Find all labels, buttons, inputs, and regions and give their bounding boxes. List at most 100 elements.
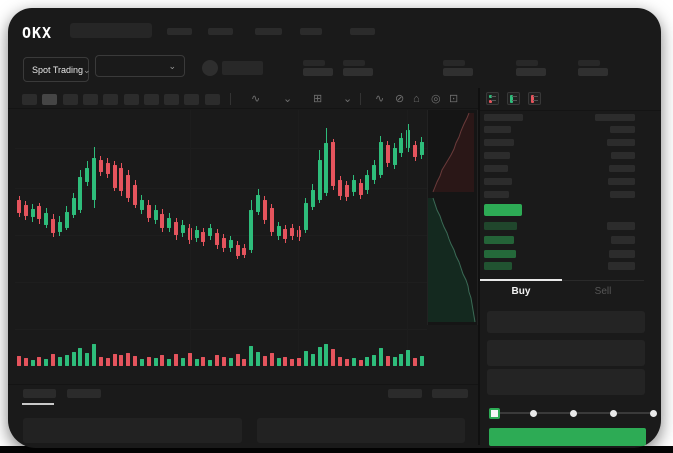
nav-item-3[interactable]	[255, 28, 282, 35]
tab-buy[interactable]: Buy	[511, 286, 531, 297]
volume-bar	[139, 359, 144, 366]
stat-value-5	[578, 68, 608, 76]
nav-item-2[interactable]	[208, 28, 233, 35]
fullscreen-icon[interactable]: ⊡	[449, 93, 459, 105]
candle-body	[167, 218, 172, 228]
nav-item-1[interactable]	[167, 28, 192, 35]
timeframe-button-1[interactable]	[22, 94, 37, 105]
timeframe-button-7[interactable]	[143, 94, 159, 105]
ask-price-placeholder	[484, 139, 514, 146]
timeframe-button-3[interactable]	[62, 94, 78, 105]
slider-handle[interactable]	[488, 408, 500, 419]
volume-bar	[331, 349, 336, 366]
ask-amount-placeholder	[610, 126, 635, 133]
candle-body	[378, 142, 383, 175]
orders-tab-2[interactable]	[67, 389, 101, 398]
camera-icon[interactable]: ⌂	[413, 93, 420, 105]
toggle-green-mark	[489, 95, 492, 98]
volume-bar	[112, 354, 117, 366]
tab-sell[interactable]: Sell	[594, 286, 612, 297]
volume-bar	[385, 356, 390, 366]
bid-price-placeholder	[484, 222, 517, 230]
candle-body	[105, 163, 110, 174]
slider-step-dot[interactable]	[530, 410, 538, 417]
buy-submit-button[interactable]	[489, 428, 646, 446]
chevron-down-icon[interactable]: ⌄	[283, 93, 293, 105]
timeframe-button-4[interactable]	[82, 94, 98, 105]
candle-body	[139, 200, 144, 210]
orders-tool-2[interactable]	[432, 389, 468, 398]
timeframe-button-10[interactable]	[204, 94, 220, 105]
volume-bar	[133, 356, 138, 366]
candle-body	[208, 228, 213, 236]
candle-body	[92, 158, 97, 200]
slider-step-dot[interactable]	[649, 410, 657, 417]
orderbook-col-price	[484, 114, 523, 121]
orderbook-sell-view-icon[interactable]	[528, 92, 541, 105]
toolbar-divider	[8, 108, 478, 109]
stat-label-3	[443, 60, 465, 66]
search-input[interactable]	[70, 23, 152, 38]
toggle-line	[512, 100, 517, 101]
timeframe-button-8[interactable]	[164, 94, 180, 105]
candle-body	[249, 210, 254, 250]
candle-body	[351, 180, 356, 192]
stat-value-2	[343, 68, 373, 76]
orders-tool-1[interactable]	[388, 389, 422, 398]
chart-bottom-divider	[8, 384, 478, 385]
ask-price-placeholder	[484, 178, 512, 185]
nav-item-5[interactable]	[350, 28, 375, 35]
stat-value-1	[303, 68, 333, 76]
indicators-icon[interactable]: ⊞	[313, 93, 323, 105]
candle-body	[64, 212, 69, 228]
candle-body	[85, 168, 90, 182]
orderbook-combined-view-icon[interactable]	[486, 92, 499, 105]
volume-bar	[64, 355, 69, 366]
slider-step-dot[interactable]	[609, 410, 617, 417]
timeframe-button-2[interactable]	[42, 94, 58, 105]
orders-tab-1[interactable]	[23, 389, 56, 398]
depth-chart[interactable]	[427, 110, 478, 325]
volume-bar	[310, 354, 315, 366]
timeframe-button-5[interactable]	[103, 94, 119, 105]
ask-price-placeholder	[484, 191, 509, 198]
order-form-field-2[interactable]	[487, 340, 645, 366]
candle-body	[365, 175, 370, 190]
market-type-selector[interactable]: Spot Trading ⌄	[23, 57, 91, 82]
trade-tabs-divider	[480, 280, 644, 281]
settings-icon[interactable]: ◎	[431, 93, 441, 105]
chevron-down-icon[interactable]: ⌄	[343, 93, 353, 105]
line-chart-icon[interactable]: ∿	[375, 93, 385, 105]
draw-icon[interactable]: ⊘	[395, 93, 405, 105]
volume-bar	[365, 357, 370, 366]
slider-step-dot[interactable]	[570, 410, 577, 417]
timeframe-button-6[interactable]	[123, 94, 139, 105]
chart-gridline-vertical	[407, 110, 408, 366]
orderbook-trade-panel: Buy Sell	[480, 88, 661, 446]
volume-bar	[78, 348, 83, 366]
candlestick-chart[interactable]	[15, 110, 427, 336]
orderbook-buy-view-icon[interactable]	[507, 92, 520, 105]
chart-gridline	[15, 188, 427, 189]
volume-bar	[153, 358, 158, 366]
chart-gridline	[15, 282, 427, 283]
volume-bar	[17, 356, 21, 366]
nav-item-4[interactable]	[300, 28, 322, 35]
chart-gridline	[15, 148, 427, 149]
ask-amount-placeholder	[610, 191, 635, 198]
volume-bar	[23, 358, 28, 366]
volume-bar	[262, 356, 267, 366]
screen-bottom-shadow	[0, 446, 673, 453]
pair-selector[interactable]: ⌄	[95, 55, 185, 77]
timeframe-button-9[interactable]	[184, 94, 200, 105]
volume-bar	[194, 359, 199, 366]
candle-type-icon[interactable]: ∿	[251, 93, 261, 105]
chevron-down-icon: ⌄	[168, 61, 176, 71]
order-form-field-1[interactable]	[487, 311, 645, 333]
bid-amount-placeholder	[608, 262, 635, 270]
volume-bar	[235, 354, 240, 366]
ask-amount-placeholder	[611, 152, 635, 159]
chart-gridline-vertical	[298, 110, 299, 366]
candle-body	[276, 226, 281, 236]
order-form-field-3[interactable]	[487, 369, 645, 395]
